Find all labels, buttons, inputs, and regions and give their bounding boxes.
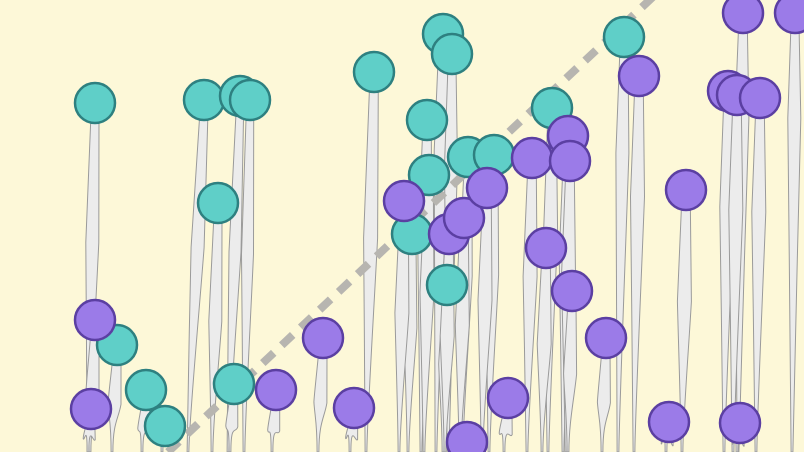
data-point-marker[interactable] [382,179,426,223]
data-point-marker[interactable] [718,401,762,445]
data-point-marker[interactable] [228,78,272,122]
marker-stem [676,200,692,452]
data-point-marker[interactable] [550,269,594,313]
marker-stem [751,108,767,452]
data-point-marker[interactable] [73,81,117,125]
data-point-marker[interactable] [486,376,530,420]
data-point-marker[interactable] [196,181,240,225]
marker-stem [394,211,410,452]
data-point-marker[interactable] [617,54,661,98]
data-point-marker[interactable] [524,226,568,270]
data-point-marker[interactable] [584,316,628,360]
data-point-marker[interactable] [465,166,509,210]
marker-stem [107,355,122,452]
data-point-marker[interactable] [69,387,113,431]
marker-stem [536,258,552,452]
data-point-marker[interactable] [73,298,117,342]
data-point-marker[interactable] [254,368,298,412]
marker-stem [363,82,379,452]
data-point-marker[interactable] [430,32,474,76]
data-point-marker[interactable] [143,404,187,448]
data-point-marker[interactable] [721,0,765,35]
data-point-marker[interactable] [425,263,469,307]
data-point-marker[interactable] [445,420,489,452]
data-point-marker[interactable] [664,168,708,212]
marker-stem [787,23,802,452]
data-point-marker[interactable] [332,386,376,430]
marker-stem [563,301,578,452]
data-point-marker[interactable] [510,136,554,180]
data-point-marker[interactable] [405,98,449,142]
data-point-marker[interactable] [738,76,782,120]
marker-stem [477,198,493,452]
marker-stem [596,348,611,452]
marker-stem [630,86,645,452]
data-point-marker[interactable] [548,139,592,183]
data-point-marker[interactable] [124,368,168,412]
data-point-marker[interactable] [407,153,451,197]
data-point-marker[interactable] [301,316,345,360]
data-point-marker[interactable] [352,50,396,94]
data-point-marker[interactable] [647,400,691,444]
data-point-marker[interactable] [212,362,256,406]
data-point-marker[interactable] [602,15,646,59]
marker-stem [728,105,744,452]
data-point-marker[interactable] [182,78,226,122]
data-point-marker[interactable] [773,0,804,35]
data-point-marker[interactable] [442,196,486,240]
marker-stem [313,348,328,452]
markers-layer [69,0,804,452]
marker-stem [208,213,223,452]
